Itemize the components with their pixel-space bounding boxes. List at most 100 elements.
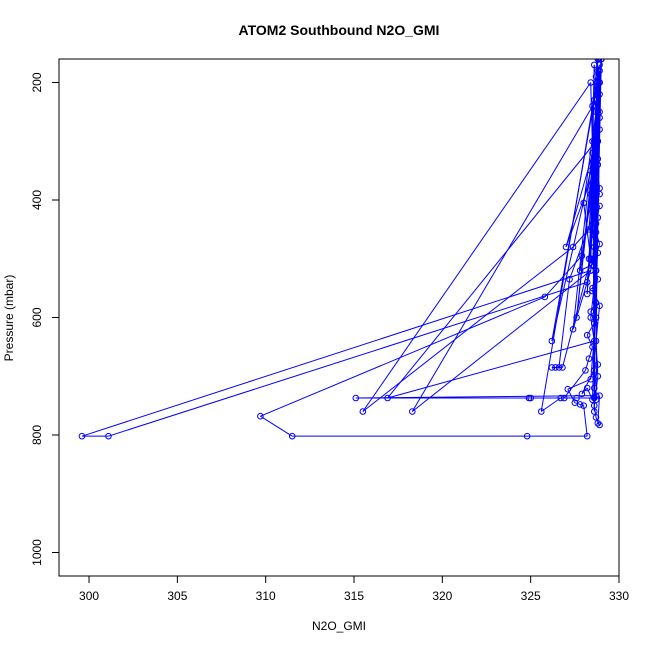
data-point [541, 293, 549, 301]
data-point [523, 432, 531, 440]
data-point [527, 394, 534, 402]
data-point [592, 396, 600, 404]
x-tick-label: 315 [344, 589, 364, 603]
data-point [564, 385, 572, 393]
data-point [596, 421, 603, 429]
series-segment [590, 246, 595, 271]
data-point [592, 220, 600, 227]
data-point [594, 90, 602, 98]
data-point [582, 367, 589, 374]
data-point [594, 249, 602, 257]
data-point [589, 208, 596, 216]
data-point [594, 214, 602, 221]
data-point [589, 284, 596, 292]
series-segment [592, 290, 597, 303]
data-point [590, 320, 598, 327]
data-point [587, 190, 595, 198]
data-point [592, 73, 600, 80]
x-tick-label: 325 [521, 589, 541, 603]
data-point [590, 208, 598, 216]
data-point [594, 85, 602, 92]
series-segment [588, 346, 593, 359]
data-point [590, 61, 598, 69]
series-segment [583, 405, 588, 437]
series-segment [590, 311, 595, 324]
data-point [596, 126, 603, 133]
data-point [596, 114, 603, 122]
series-segment [586, 334, 593, 348]
data-point [587, 314, 595, 321]
data-point [576, 401, 584, 408]
series-segment [592, 279, 599, 292]
data-point [585, 226, 593, 233]
series-segment [569, 211, 595, 280]
x-tick-label: 305 [167, 589, 187, 603]
data-point [590, 258, 598, 265]
data-point [548, 337, 556, 345]
y-tick-label: 1000 [30, 539, 44, 566]
x-tick-label: 300 [79, 589, 99, 603]
data-point [592, 143, 600, 151]
series-segment [362, 82, 592, 412]
data-point [590, 337, 598, 345]
series-segment [590, 302, 597, 312]
x-tick-label: 320 [432, 589, 452, 603]
data-point [257, 412, 264, 420]
data-point [592, 267, 600, 274]
data-point [596, 90, 603, 98]
data-point [590, 173, 598, 180]
series-segment [260, 415, 293, 437]
series-segment [584, 358, 590, 371]
data-point [569, 243, 577, 251]
data-layer [78, 50, 605, 440]
data-point [592, 132, 600, 139]
data-point [587, 167, 595, 174]
series-segment [595, 417, 601, 426]
series-segment [593, 88, 599, 101]
data-point [525, 394, 533, 402]
data-point [576, 267, 584, 274]
series-segment [593, 205, 599, 218]
data-point [589, 149, 596, 157]
data-point [573, 314, 580, 321]
data-point [559, 364, 566, 371]
data-point [585, 355, 593, 362]
data-point [594, 419, 602, 427]
data-point [583, 278, 591, 286]
data-point [594, 161, 602, 169]
data-point [596, 108, 603, 116]
data-point [569, 325, 577, 333]
data-point [596, 61, 603, 69]
series-segment [260, 296, 545, 417]
data-point [583, 384, 591, 392]
data-point [585, 255, 593, 263]
series-segment [593, 405, 597, 418]
series-segment [81, 270, 591, 437]
data-point [587, 79, 595, 86]
data-point [594, 276, 602, 283]
data-point [589, 396, 596, 404]
data-point [590, 137, 598, 145]
x-tick-label: 330 [609, 589, 629, 603]
data-point [589, 102, 596, 110]
data-point [596, 190, 603, 198]
series-segment [595, 182, 601, 195]
data-point [557, 394, 565, 402]
x-axis-label: N2O_GMI [312, 619, 366, 633]
series-segment [108, 281, 588, 437]
data-point [589, 343, 596, 351]
data-point [78, 432, 86, 440]
data-point [590, 367, 598, 374]
data-point [537, 408, 545, 415]
data-point [592, 196, 600, 204]
y-axis-label: Pressure (mbar) [2, 275, 16, 362]
data-point [578, 390, 586, 398]
y-tick-label: 400 [30, 190, 44, 210]
data-point [562, 243, 570, 251]
data-point [596, 79, 603, 86]
series-segment [387, 140, 597, 399]
data-point [594, 372, 602, 380]
data-point [594, 67, 602, 75]
data-point [593, 50, 599, 56]
